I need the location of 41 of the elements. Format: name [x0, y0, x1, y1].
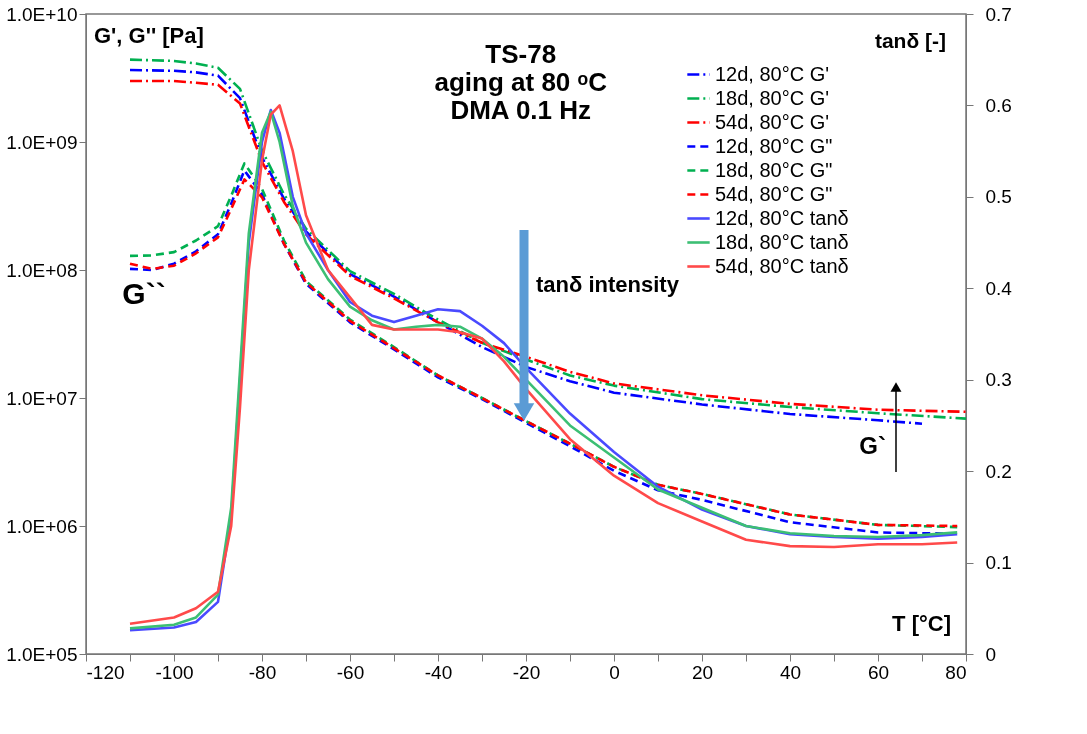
x-tick-label: 80: [945, 661, 967, 683]
legend-label: 54d, 80°C G": [715, 182, 833, 205]
y2-tick-label: 0.4: [985, 277, 1013, 299]
legend-label: 54d, 80°C G': [715, 110, 830, 133]
y2-tick-label: 0.3: [985, 369, 1012, 391]
y-tick-label: 1.0E+09: [6, 131, 78, 153]
legend-label: 18d, 80°C tanδ: [715, 230, 849, 253]
y2-tick-label: 0.1: [985, 552, 1012, 574]
legend-label: 12d, 80°C G': [715, 62, 830, 85]
x-tick-label: 40: [779, 661, 802, 683]
text: TS-78 aging at 80 ᵒC DMA 0.1 Hz: [434, 39, 608, 125]
legend-label: 12d, 80°C G": [715, 134, 833, 157]
x-tick-label: -120: [86, 661, 125, 683]
legend-label: 12d, 80°C tanδ: [715, 206, 849, 229]
y-tick-label: 1.0E+05: [6, 643, 78, 665]
y2-axis-title: tanδ [-]: [874, 29, 946, 52]
y2-tick-label: 0.2: [985, 460, 1012, 482]
x-tick-label: 0: [609, 661, 620, 683]
x-tick-label: -100: [155, 661, 194, 683]
legend-label: 18d, 80°C G": [715, 158, 833, 181]
y-tick-label: 1.0E+06: [6, 515, 78, 537]
y-tick-label: 1.0E+08: [6, 259, 78, 281]
y-tick-label: 1.0E+10: [6, 3, 78, 25]
y2-tick-label: 0.6: [985, 94, 1012, 116]
y2-tick-label: 0: [985, 643, 997, 665]
y-tick-label: 1.0E+07: [6, 387, 78, 409]
annotation: G``: [122, 277, 166, 310]
x-tick-label: -60: [336, 661, 365, 683]
x-tick-label: -20: [512, 661, 541, 683]
y2-tick-label: 0.7: [985, 3, 1012, 25]
x-tick-label: 60: [867, 661, 890, 683]
x-tick-label: -40: [424, 661, 453, 683]
legend-label: 54d, 80°C tanδ: [715, 254, 849, 277]
x-tick-label: -80: [248, 661, 277, 683]
x-tick-label: 20: [691, 661, 714, 683]
legend-label: 18d, 80°C G': [715, 86, 830, 109]
annotation: G`: [859, 432, 886, 459]
x-axis-title: T [°C]: [892, 611, 951, 636]
annotation: tanδ intensity: [536, 272, 680, 297]
y2-tick-label: 0.5: [985, 186, 1012, 208]
y-axis-title: G', G'' [Pa]: [94, 23, 204, 48]
